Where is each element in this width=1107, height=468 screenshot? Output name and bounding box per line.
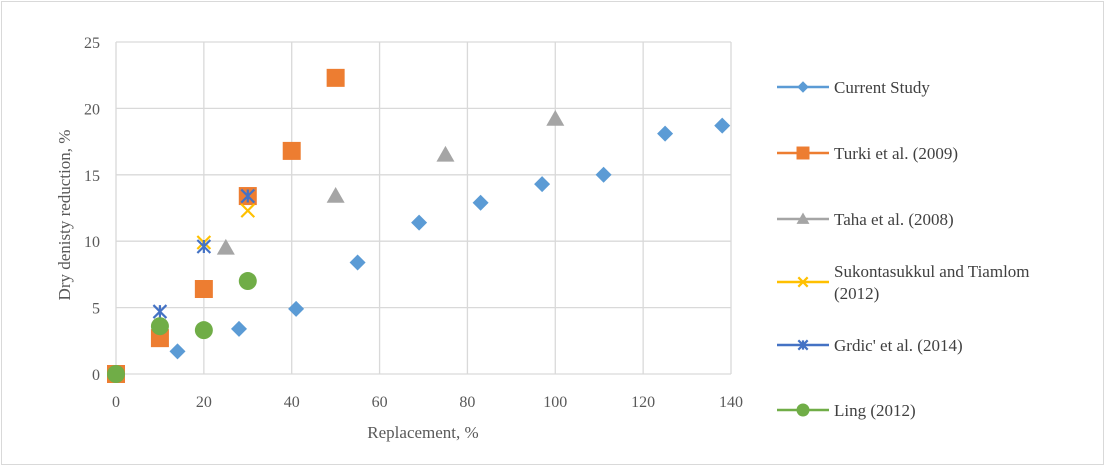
data-point-star [240, 188, 256, 204]
data-point-diamond [169, 343, 186, 360]
data-point-diamond [288, 300, 305, 317]
legend-item: Current Study [777, 78, 930, 97]
legend-label: (2012) [834, 284, 879, 303]
legend-label: Sukontasukkul and Tiamlom [834, 262, 1030, 281]
legend-swatch-marker [796, 212, 810, 224]
legend-swatch-marker [796, 403, 810, 417]
legend-item: Ling (2012) [777, 401, 916, 420]
legend-item: Turki et al. (2009) [777, 144, 958, 163]
data-point-diamond [231, 320, 247, 337]
data-point-circle [150, 317, 169, 336]
data-point-diamond [349, 254, 366, 271]
y-tick-label: 20 [84, 101, 100, 118]
data-point-diamond [657, 125, 674, 142]
data-point-star [196, 239, 212, 254]
data-point-diamond [472, 194, 489, 211]
y-tick-label: 10 [84, 234, 100, 251]
x-axis-title: Replacement, % [367, 423, 478, 442]
legend-label: Current Study [834, 78, 930, 97]
data-markers [107, 68, 731, 383]
data-point-triangle [326, 187, 345, 203]
data-point-diamond [534, 176, 551, 193]
y-tick-label: 25 [84, 35, 100, 52]
x-tick-label: 140 [719, 394, 743, 411]
legend: Current Study Turki et al. (2009) Taha et … [777, 78, 1030, 420]
data-point-diamond [595, 166, 612, 183]
legend-item: Sukontasukkul and Tiamlom (2012) [777, 262, 1030, 303]
x-tick-label: 80 [459, 394, 475, 411]
legend-item: Taha et al. (2008) [777, 210, 954, 229]
data-point-circle [194, 321, 213, 340]
data-point-star [152, 304, 168, 319]
data-point-diamond [411, 214, 428, 231]
legend-swatch-marker [797, 339, 809, 351]
y-tick-label: 0 [92, 367, 100, 384]
legend-label: Ling (2012) [834, 401, 916, 420]
legend-label: Taha et al. (2008) [834, 210, 954, 229]
x-tick-label: 40 [284, 394, 300, 411]
data-point-triangle [546, 110, 565, 126]
data-point-square [326, 68, 345, 87]
data-point-circle [107, 365, 125, 383]
x-tick-label: 20 [196, 394, 212, 411]
y-tick-label: 5 [92, 301, 100, 318]
data-point-circle [238, 272, 257, 291]
axis-ticks: 0 20 40 60 80 100 120 140 0 5 10 15 20 25 [84, 35, 743, 411]
data-point-square [194, 280, 213, 299]
data-point-triangle [436, 145, 455, 162]
x-tick-label: 100 [543, 394, 567, 411]
data-point-square [282, 141, 301, 160]
legend-swatch-marker [797, 276, 809, 288]
x-tick-label: 0 [112, 394, 120, 411]
data-point-diamond [714, 117, 731, 134]
legend-swatch-marker [797, 81, 809, 93]
x-tick-label: 60 [372, 394, 388, 411]
gridlines [115, 41, 732, 375]
legend-swatch-marker [796, 146, 810, 160]
legend-label: Grdic' et al. (2014) [834, 336, 963, 355]
y-tick-label: 15 [84, 168, 100, 185]
legend-item: Grdic' et al. (2014) [777, 336, 963, 355]
x-tick-label: 120 [631, 394, 655, 411]
data-point-triangle [216, 238, 235, 255]
data-point-x [240, 203, 256, 218]
legend-label: Turki et al. (2009) [834, 144, 958, 163]
y-axis-title: Dry denisty reduction, % [55, 130, 74, 301]
